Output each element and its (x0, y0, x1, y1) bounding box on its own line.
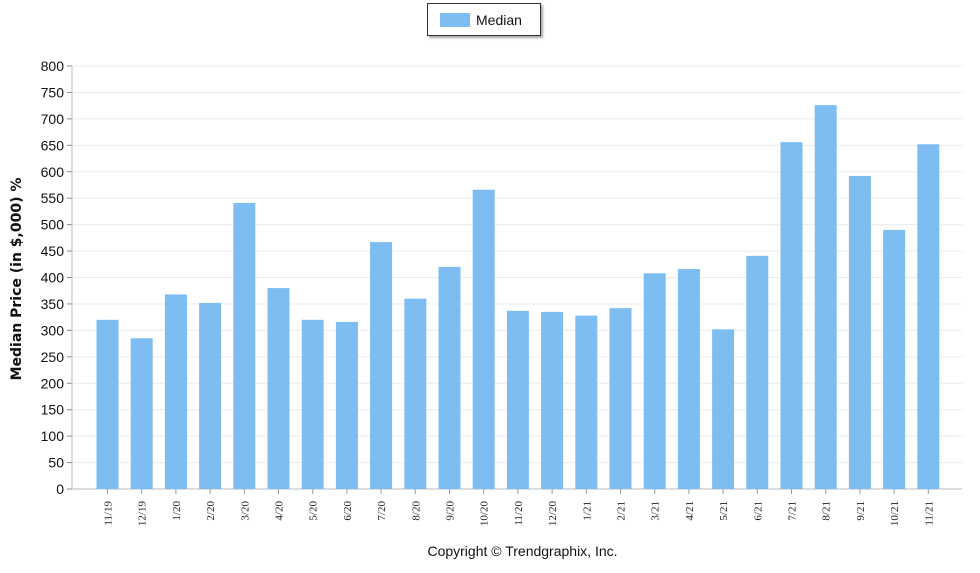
legend-label-median: Median (476, 11, 522, 28)
bar-4-21 (677, 269, 700, 489)
y-tick-label: 650 (41, 137, 65, 153)
x-tick-label: 2/20 (205, 501, 217, 521)
bar-1-20 (164, 294, 187, 489)
x-tick-label: 11/21 (923, 501, 935, 526)
bar-6-21 (746, 255, 769, 489)
y-tick-label: 0 (56, 481, 64, 497)
x-tick-label: 4/21 (684, 501, 696, 521)
x-tick-label: 5/21 (718, 501, 730, 521)
bar-2-21 (609, 308, 632, 489)
x-tick-label: 10/20 (479, 501, 491, 527)
y-tick-label: 700 (41, 111, 65, 127)
x-tick-label: 8/21 (821, 501, 833, 521)
x-tick-label: 3/21 (650, 501, 662, 521)
x-tick-label: 3/20 (239, 501, 251, 521)
y-tick-label: 300 (41, 322, 65, 338)
y-tick-label: 400 (41, 270, 65, 286)
x-tick-label: 12/19 (137, 501, 149, 527)
x-tick-label: 8/20 (410, 501, 422, 521)
bar-12-20 (541, 311, 564, 489)
copyright-text: Copyright © Trendgraphix, Inc. (427, 543, 618, 559)
x-tick-label: 5/20 (308, 501, 320, 521)
x-tick-label: 2/21 (616, 501, 628, 521)
x-tick-label: 9/21 (855, 501, 867, 521)
x-tick-label: 11/19 (103, 501, 115, 526)
x-tick-label: 1/20 (171, 501, 183, 521)
y-tick-label: 450 (41, 243, 65, 259)
y-tick-label: 500 (41, 217, 65, 233)
bar-5-21 (712, 329, 735, 489)
bar-12-19 (130, 338, 153, 489)
bar-10-21 (883, 229, 906, 489)
bar-11-19 (96, 319, 119, 489)
bar-7-20 (370, 242, 393, 489)
x-tick-label: 9/20 (445, 501, 457, 521)
x-tick-label: 6/20 (342, 501, 354, 521)
x-tick-label: 10/21 (889, 501, 901, 526)
bar-3-20 (233, 202, 256, 490)
bar-5-20 (301, 319, 324, 489)
x-tick-label: 7/20 (376, 501, 388, 521)
legend-swatch-median (440, 12, 470, 27)
bar-9-20 (438, 266, 461, 489)
bar-3-21 (643, 273, 666, 489)
y-tick-label: 250 (41, 349, 65, 365)
bar-8-21 (814, 105, 837, 489)
x-tick-label: 12/20 (547, 501, 559, 527)
bar-2-20 (199, 302, 222, 489)
bar-8-20 (404, 298, 427, 489)
y-tick-label: 200 (41, 375, 65, 391)
y-tick-label: 100 (41, 428, 65, 444)
y-tick-label: 750 (41, 84, 65, 100)
y-tick-label: 800 (41, 58, 65, 74)
bar-7-21 (780, 142, 803, 489)
x-tick-label: 11/20 (513, 501, 525, 526)
bar-11-21 (917, 144, 940, 489)
bar-9-21 (848, 175, 871, 490)
x-tick-label: 4/20 (274, 501, 286, 521)
x-tick-label: 6/21 (752, 501, 764, 521)
chart-legend: Median (427, 3, 541, 36)
x-tick-label: 1/21 (581, 501, 593, 521)
x-tick-label: 7/21 (787, 501, 799, 521)
bar-6-20 (335, 321, 358, 489)
bar-10-20 (472, 189, 495, 490)
y-tick-label: 50 (48, 455, 64, 471)
bar-11-20 (506, 310, 529, 489)
y-tick-label: 550 (41, 190, 65, 206)
y-tick-label: 150 (41, 402, 65, 418)
y-tick-label: 600 (41, 164, 65, 180)
y-tick-label: 350 (41, 296, 65, 312)
bar-1-21 (575, 315, 598, 489)
bar-4-20 (267, 288, 290, 489)
